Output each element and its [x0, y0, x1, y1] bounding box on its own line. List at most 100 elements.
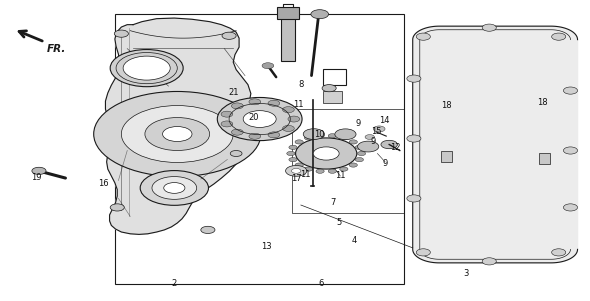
Text: 9: 9 — [382, 160, 388, 169]
Circle shape — [482, 24, 496, 31]
Circle shape — [407, 135, 421, 142]
Text: 2: 2 — [172, 279, 177, 288]
Circle shape — [221, 121, 233, 127]
Circle shape — [221, 111, 233, 117]
Text: 20: 20 — [248, 113, 259, 122]
Circle shape — [295, 140, 303, 144]
Text: 10: 10 — [314, 129, 325, 138]
Circle shape — [291, 169, 301, 173]
Circle shape — [249, 99, 261, 105]
Circle shape — [231, 129, 243, 135]
Text: 15: 15 — [371, 126, 382, 135]
Circle shape — [417, 33, 430, 40]
Circle shape — [110, 50, 183, 87]
Text: 6: 6 — [319, 279, 324, 288]
Text: 11: 11 — [300, 170, 310, 179]
Circle shape — [335, 129, 356, 140]
Circle shape — [563, 147, 578, 154]
Circle shape — [349, 163, 358, 167]
Circle shape — [358, 141, 379, 152]
Circle shape — [32, 167, 46, 175]
Circle shape — [316, 134, 324, 138]
Circle shape — [304, 167, 313, 171]
Circle shape — [355, 157, 363, 162]
Text: 14: 14 — [379, 116, 390, 125]
Circle shape — [407, 195, 421, 202]
Polygon shape — [413, 26, 578, 263]
Circle shape — [417, 249, 430, 256]
Circle shape — [482, 258, 496, 265]
Circle shape — [249, 133, 261, 139]
Circle shape — [286, 166, 307, 176]
Circle shape — [328, 169, 336, 173]
Circle shape — [563, 204, 578, 211]
Text: 9: 9 — [355, 119, 360, 128]
Bar — [292, 109, 404, 213]
Polygon shape — [106, 18, 251, 234]
Circle shape — [349, 140, 358, 144]
Circle shape — [552, 33, 566, 40]
Circle shape — [288, 116, 300, 122]
Circle shape — [340, 167, 348, 171]
Bar — [441, 151, 451, 163]
Circle shape — [268, 100, 280, 106]
Text: 21: 21 — [228, 88, 238, 97]
Circle shape — [381, 140, 398, 149]
Circle shape — [295, 163, 303, 167]
Circle shape — [230, 150, 242, 157]
Circle shape — [287, 151, 295, 156]
Circle shape — [268, 132, 280, 138]
Circle shape — [303, 129, 324, 139]
Text: 17: 17 — [291, 174, 302, 183]
Bar — [281, 11, 295, 61]
Circle shape — [123, 56, 170, 80]
Text: 18: 18 — [441, 101, 451, 110]
Text: 7: 7 — [330, 198, 336, 207]
Text: 16: 16 — [99, 179, 109, 188]
Circle shape — [322, 85, 336, 92]
Text: 4: 4 — [351, 236, 356, 245]
Circle shape — [243, 111, 276, 127]
Circle shape — [365, 135, 375, 139]
Circle shape — [283, 126, 294, 132]
Text: 13: 13 — [261, 242, 272, 251]
Circle shape — [407, 75, 421, 82]
Text: 3: 3 — [463, 269, 468, 278]
Circle shape — [552, 249, 566, 256]
Circle shape — [262, 63, 274, 69]
Text: 8: 8 — [298, 80, 304, 89]
Circle shape — [328, 134, 336, 138]
Circle shape — [289, 157, 297, 162]
Circle shape — [152, 177, 196, 199]
Circle shape — [563, 87, 578, 94]
Circle shape — [145, 118, 209, 150]
Circle shape — [110, 204, 124, 211]
Text: 9: 9 — [370, 137, 375, 146]
Circle shape — [355, 145, 363, 149]
Circle shape — [313, 147, 339, 160]
Text: 5: 5 — [336, 218, 342, 227]
Text: 12: 12 — [390, 143, 400, 152]
Circle shape — [114, 30, 129, 37]
Text: 11: 11 — [293, 100, 303, 109]
Text: 18: 18 — [537, 98, 548, 107]
Circle shape — [231, 103, 243, 109]
Circle shape — [316, 169, 324, 173]
Circle shape — [122, 106, 233, 163]
Circle shape — [358, 151, 366, 156]
Circle shape — [140, 171, 208, 205]
Circle shape — [94, 92, 261, 177]
Bar — [116, 14, 404, 284]
Circle shape — [217, 98, 302, 141]
Circle shape — [201, 226, 215, 234]
Circle shape — [296, 138, 357, 169]
Bar — [539, 153, 550, 164]
Bar — [277, 7, 299, 19]
Circle shape — [164, 183, 185, 193]
Circle shape — [222, 32, 236, 39]
Circle shape — [163, 126, 192, 141]
Circle shape — [340, 136, 348, 140]
Bar — [323, 91, 342, 103]
Text: FR.: FR. — [47, 44, 66, 54]
Circle shape — [289, 145, 297, 149]
